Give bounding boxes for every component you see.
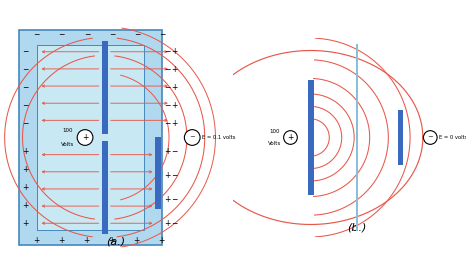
Text: 100: 100 — [270, 129, 280, 134]
Text: 100: 100 — [62, 128, 72, 133]
Text: −: − — [171, 171, 178, 180]
Text: Volts: Volts — [61, 142, 74, 147]
Text: −: − — [22, 119, 28, 128]
Text: −: − — [164, 119, 171, 128]
Text: −: − — [22, 47, 28, 56]
Bar — [19, 30, 162, 245]
Text: −: − — [59, 30, 65, 39]
Text: −: − — [22, 83, 28, 92]
Bar — [398, 128, 403, 166]
Text: E = 0 volts: E = 0 volts — [439, 135, 466, 140]
Text: +: + — [82, 133, 88, 142]
Text: +: + — [34, 236, 40, 245]
Text: +: + — [164, 219, 171, 228]
Bar — [102, 41, 108, 134]
Text: −: − — [164, 47, 171, 56]
Text: ~: ~ — [189, 134, 195, 141]
Text: +: + — [22, 219, 28, 228]
Text: E = 0.1 volts: E = 0.1 volts — [202, 135, 235, 140]
Text: +: + — [109, 236, 115, 245]
Text: +: + — [59, 236, 65, 245]
Bar — [37, 45, 144, 230]
Text: +: + — [171, 119, 178, 128]
Circle shape — [185, 130, 200, 145]
Text: −: − — [134, 30, 140, 39]
Text: −: − — [164, 101, 171, 110]
Text: +: + — [171, 65, 178, 74]
Text: +: + — [22, 147, 28, 156]
Bar — [156, 138, 161, 209]
Circle shape — [284, 131, 297, 144]
Text: +: + — [164, 147, 171, 156]
Text: −: − — [83, 30, 90, 39]
Text: −: − — [22, 101, 28, 110]
Text: −: − — [164, 83, 171, 92]
Bar — [356, 44, 358, 231]
Text: ~: ~ — [427, 134, 433, 141]
Text: Volts: Volts — [268, 141, 281, 146]
Text: +: + — [171, 83, 178, 92]
Text: −: − — [158, 30, 165, 39]
Text: +: + — [22, 201, 28, 210]
Text: +: + — [22, 183, 28, 192]
Text: −: − — [171, 147, 178, 156]
Text: +: + — [164, 195, 171, 204]
Bar — [102, 141, 108, 234]
Bar — [398, 109, 403, 147]
Text: +: + — [164, 171, 171, 180]
Text: +: + — [171, 101, 178, 110]
Text: −: − — [22, 65, 28, 74]
Bar — [308, 136, 314, 195]
Text: (a.): (a.) — [106, 236, 125, 246]
Text: −: − — [164, 65, 171, 74]
Text: +: + — [83, 236, 90, 245]
Text: +: + — [22, 165, 28, 174]
Text: +: + — [158, 236, 165, 245]
Circle shape — [77, 130, 93, 145]
Text: −: − — [109, 30, 115, 39]
Text: +: + — [171, 47, 178, 56]
Circle shape — [424, 131, 437, 144]
Text: −: − — [171, 219, 178, 228]
Text: +: + — [134, 236, 140, 245]
Text: +: + — [287, 133, 294, 142]
Text: (b.): (b.) — [348, 222, 367, 232]
Text: −: − — [171, 195, 178, 204]
Text: −: − — [34, 30, 40, 39]
Bar — [308, 80, 314, 139]
